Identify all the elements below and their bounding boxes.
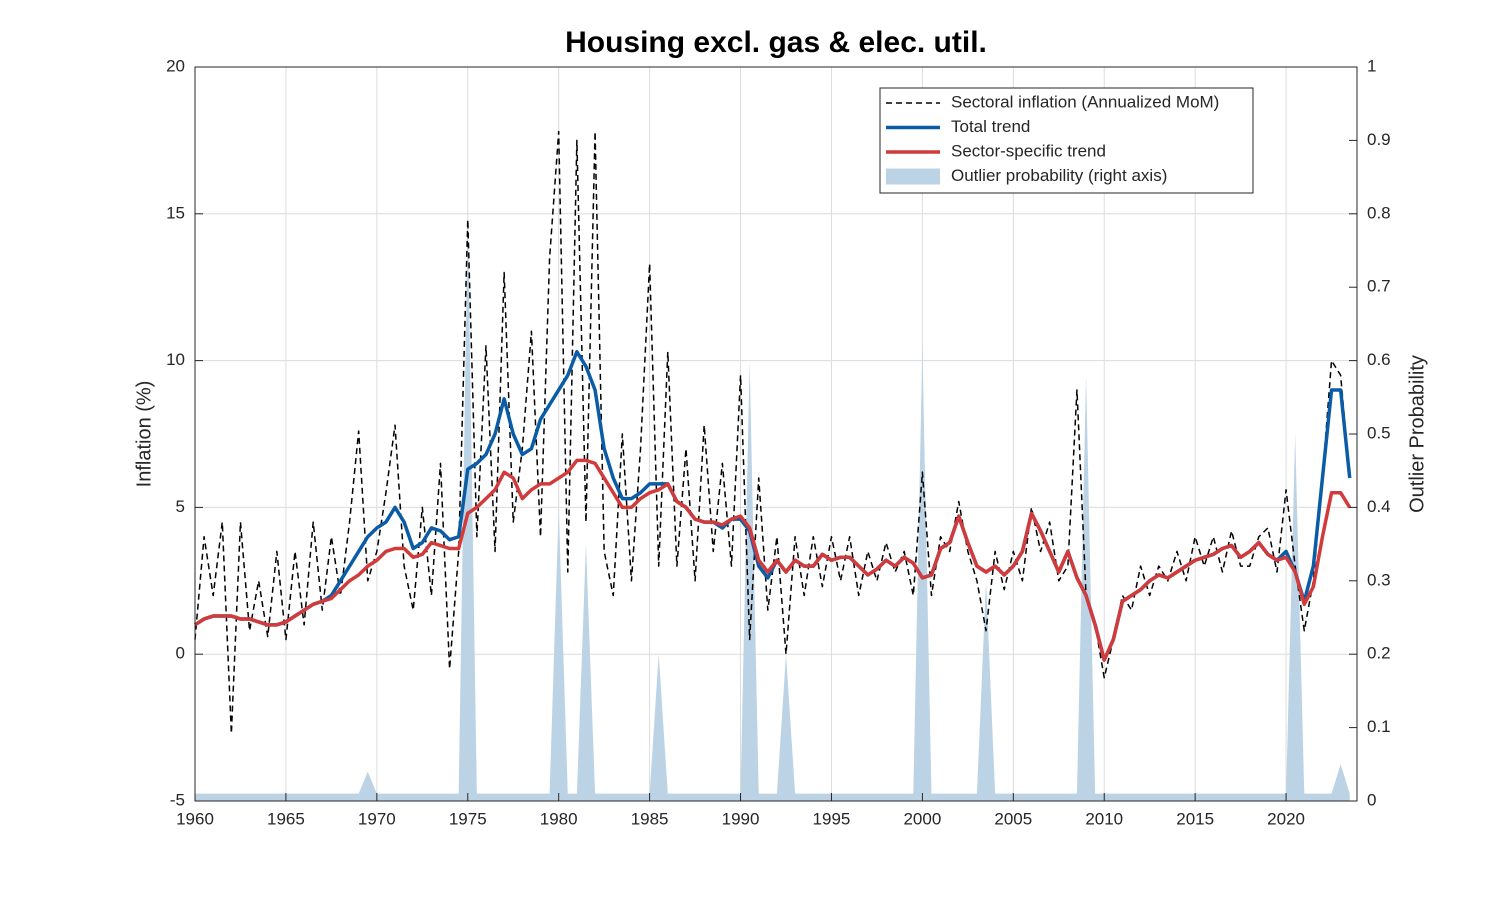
y2-tick-label: 0.6: [1367, 350, 1391, 369]
y-tick-label: 15: [166, 203, 185, 222]
x-tick-label: 1970: [358, 809, 396, 828]
y2-tick-label: 0.3: [1367, 570, 1391, 589]
y2-tick-label: 0.1: [1367, 717, 1391, 736]
x-tick-label: 1975: [449, 809, 487, 828]
x-tick-label: 1985: [631, 809, 669, 828]
legend: Sectoral inflation (Annualized MoM) Total…: [879, 87, 1254, 194]
legend-label: Sector-specific trend: [951, 141, 1106, 160]
plot-area: [194, 130, 1352, 802]
y2-tick-label: 0.7: [1367, 277, 1391, 296]
y2-tick-label: 0.2: [1367, 644, 1391, 663]
legend-label: Sectoral inflation (Annualized MoM): [951, 92, 1219, 111]
x-tick-label: 1965: [267, 809, 305, 828]
chart-title: Housing excl. gas & elec. util.: [565, 26, 987, 59]
y2-tick-label: 1: [1367, 56, 1376, 75]
y-tick-label: 10: [166, 350, 185, 369]
y2-tick-label: 0.5: [1367, 423, 1391, 442]
x-tick-label: 1990: [722, 809, 760, 828]
y-tick-label: 0: [176, 644, 185, 663]
y-tick-label: 20: [166, 56, 185, 75]
y2-axis-label: Outlier Probability: [1406, 355, 1428, 513]
x-tick-label: 2005: [994, 809, 1032, 828]
y2-tick-label: 0.4: [1367, 497, 1391, 516]
trend-line: [194, 458, 1352, 662]
y-tick-label: 5: [176, 497, 185, 516]
y2-tick-label: 0: [1367, 790, 1376, 809]
y-axis-label: Inflation (%): [133, 381, 155, 488]
axes: 1960 1965 1970 1975 1980 1985 1990 1995 2000 2005…: [166, 56, 1391, 828]
sectoral-line: [194, 130, 1351, 735]
legend-box: [879, 87, 1254, 194]
y-tick-label: -5: [170, 790, 185, 809]
x-tick-label: 2015: [1176, 809, 1214, 828]
x-tick-label: 2020: [1267, 809, 1305, 828]
x-tick-label: 2010: [1085, 809, 1123, 828]
x-tick-label: 2000: [903, 809, 941, 828]
y2-tick-label: 0.8: [1367, 203, 1391, 222]
x-tick-label: 1995: [813, 809, 851, 828]
x-tick-label: 1960: [176, 809, 214, 828]
legend-label: Outlier probability (right axis): [951, 166, 1167, 185]
legend-label: Total trend: [951, 117, 1030, 136]
y2-tick-label: 0.9: [1367, 130, 1391, 149]
legend-swatch: [886, 168, 940, 185]
x-tick-label: 1980: [540, 809, 578, 828]
